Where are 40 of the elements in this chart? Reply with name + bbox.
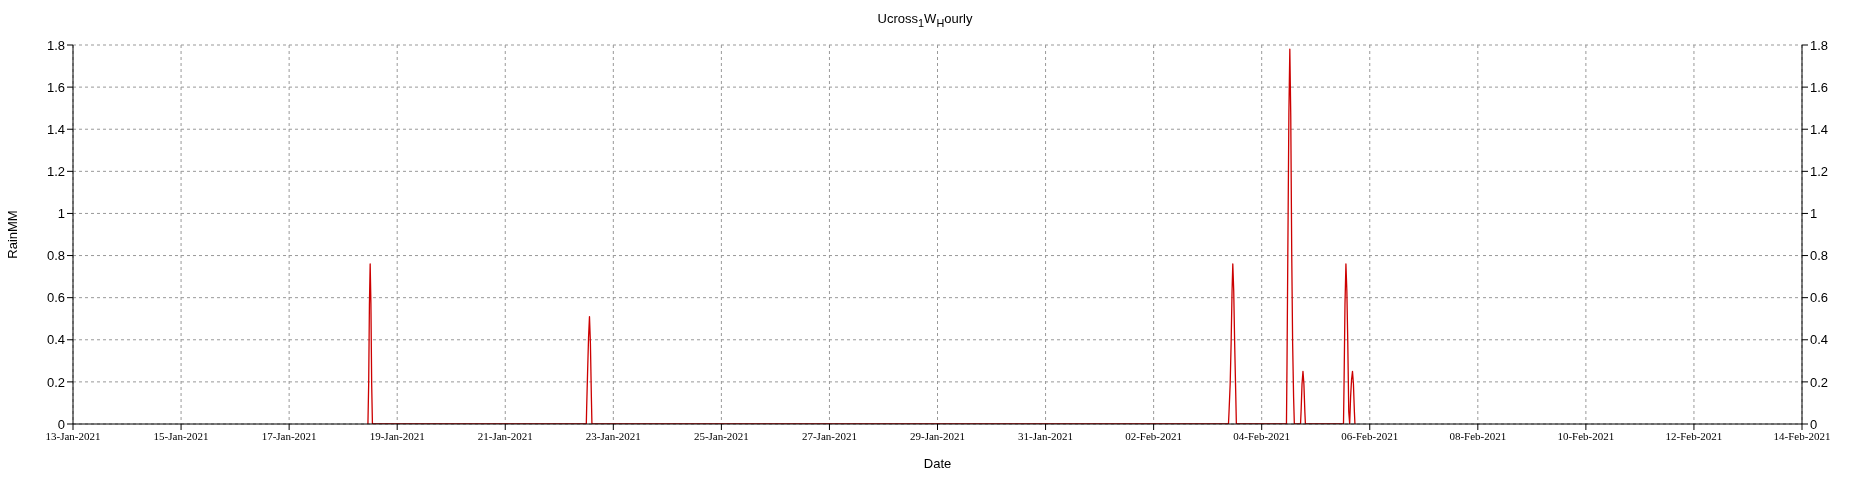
- x-tick-label: 15-Jan-2021: [153, 429, 209, 442]
- y2-tick-label: 0.4: [1810, 332, 1829, 348]
- y2-tick-label: 1: [1810, 206, 1818, 222]
- x-tick-label: 08-Feb-2021: [1449, 429, 1507, 442]
- x-tick-label: 31-Jan-2021: [1018, 429, 1074, 442]
- y-tick-label: 0: [57, 416, 65, 432]
- x-tick-label: 19-Jan-2021: [369, 429, 425, 442]
- y-tick-label: 1.2: [46, 163, 65, 179]
- y2-tick-label: 1.4: [1810, 121, 1829, 137]
- y-tick-label: 0.2: [46, 374, 65, 390]
- x-tick-label: 06-Feb-2021: [1341, 429, 1399, 442]
- x-tick-label: 12-Feb-2021: [1665, 429, 1723, 442]
- x-tick-label: 04-Feb-2021: [1233, 429, 1291, 442]
- x-tick-label: 29-Jan-2021: [910, 429, 965, 442]
- y-tick-label: 1.8: [46, 37, 65, 53]
- x-tick-label: 02-Feb-2021: [1125, 429, 1183, 442]
- y-tick-label: 0.6: [46, 290, 65, 306]
- x-axis-title: Date: [923, 456, 952, 471]
- x-tick-label: 25-Jan-2021: [693, 429, 749, 442]
- x-tick-label: 14-Feb-2021: [1773, 429, 1831, 442]
- y2-tick-label: 1.8: [1810, 37, 1829, 53]
- y2-tick-label: 1.2: [1810, 163, 1829, 179]
- y2-tick-label: 1.6: [1810, 79, 1829, 95]
- y-tick-label: 0.8: [46, 248, 65, 264]
- x-tick-label: 10-Feb-2021: [1557, 429, 1615, 442]
- chart-title: Ucross$_{1}$W$_{H}$ourly: [876, 10, 974, 30]
- y2-tick-label: 0.6: [1810, 290, 1829, 306]
- x-tick-label: 23-Jan-2021: [585, 429, 641, 442]
- y-tick-label: 0.4: [46, 332, 65, 348]
- y2-tick-label: 0.2: [1810, 374, 1829, 390]
- y-axis-title: RainMM: [4, 210, 20, 259]
- y-tick-label: 1.4: [46, 121, 65, 137]
- x-tick-label: 17-Jan-2021: [261, 429, 317, 442]
- y2-tick-label: 0.8: [1810, 248, 1829, 264]
- x-tick-label: 13-Jan-2021: [45, 429, 101, 442]
- y-tick-label: 1: [57, 206, 65, 222]
- y2-tick-label: 0: [1810, 416, 1818, 432]
- y-tick-label: 1.6: [46, 79, 65, 95]
- x-tick-label: 27-Jan-2021: [801, 429, 857, 442]
- x-tick-label: 21-Jan-2021: [477, 429, 533, 442]
